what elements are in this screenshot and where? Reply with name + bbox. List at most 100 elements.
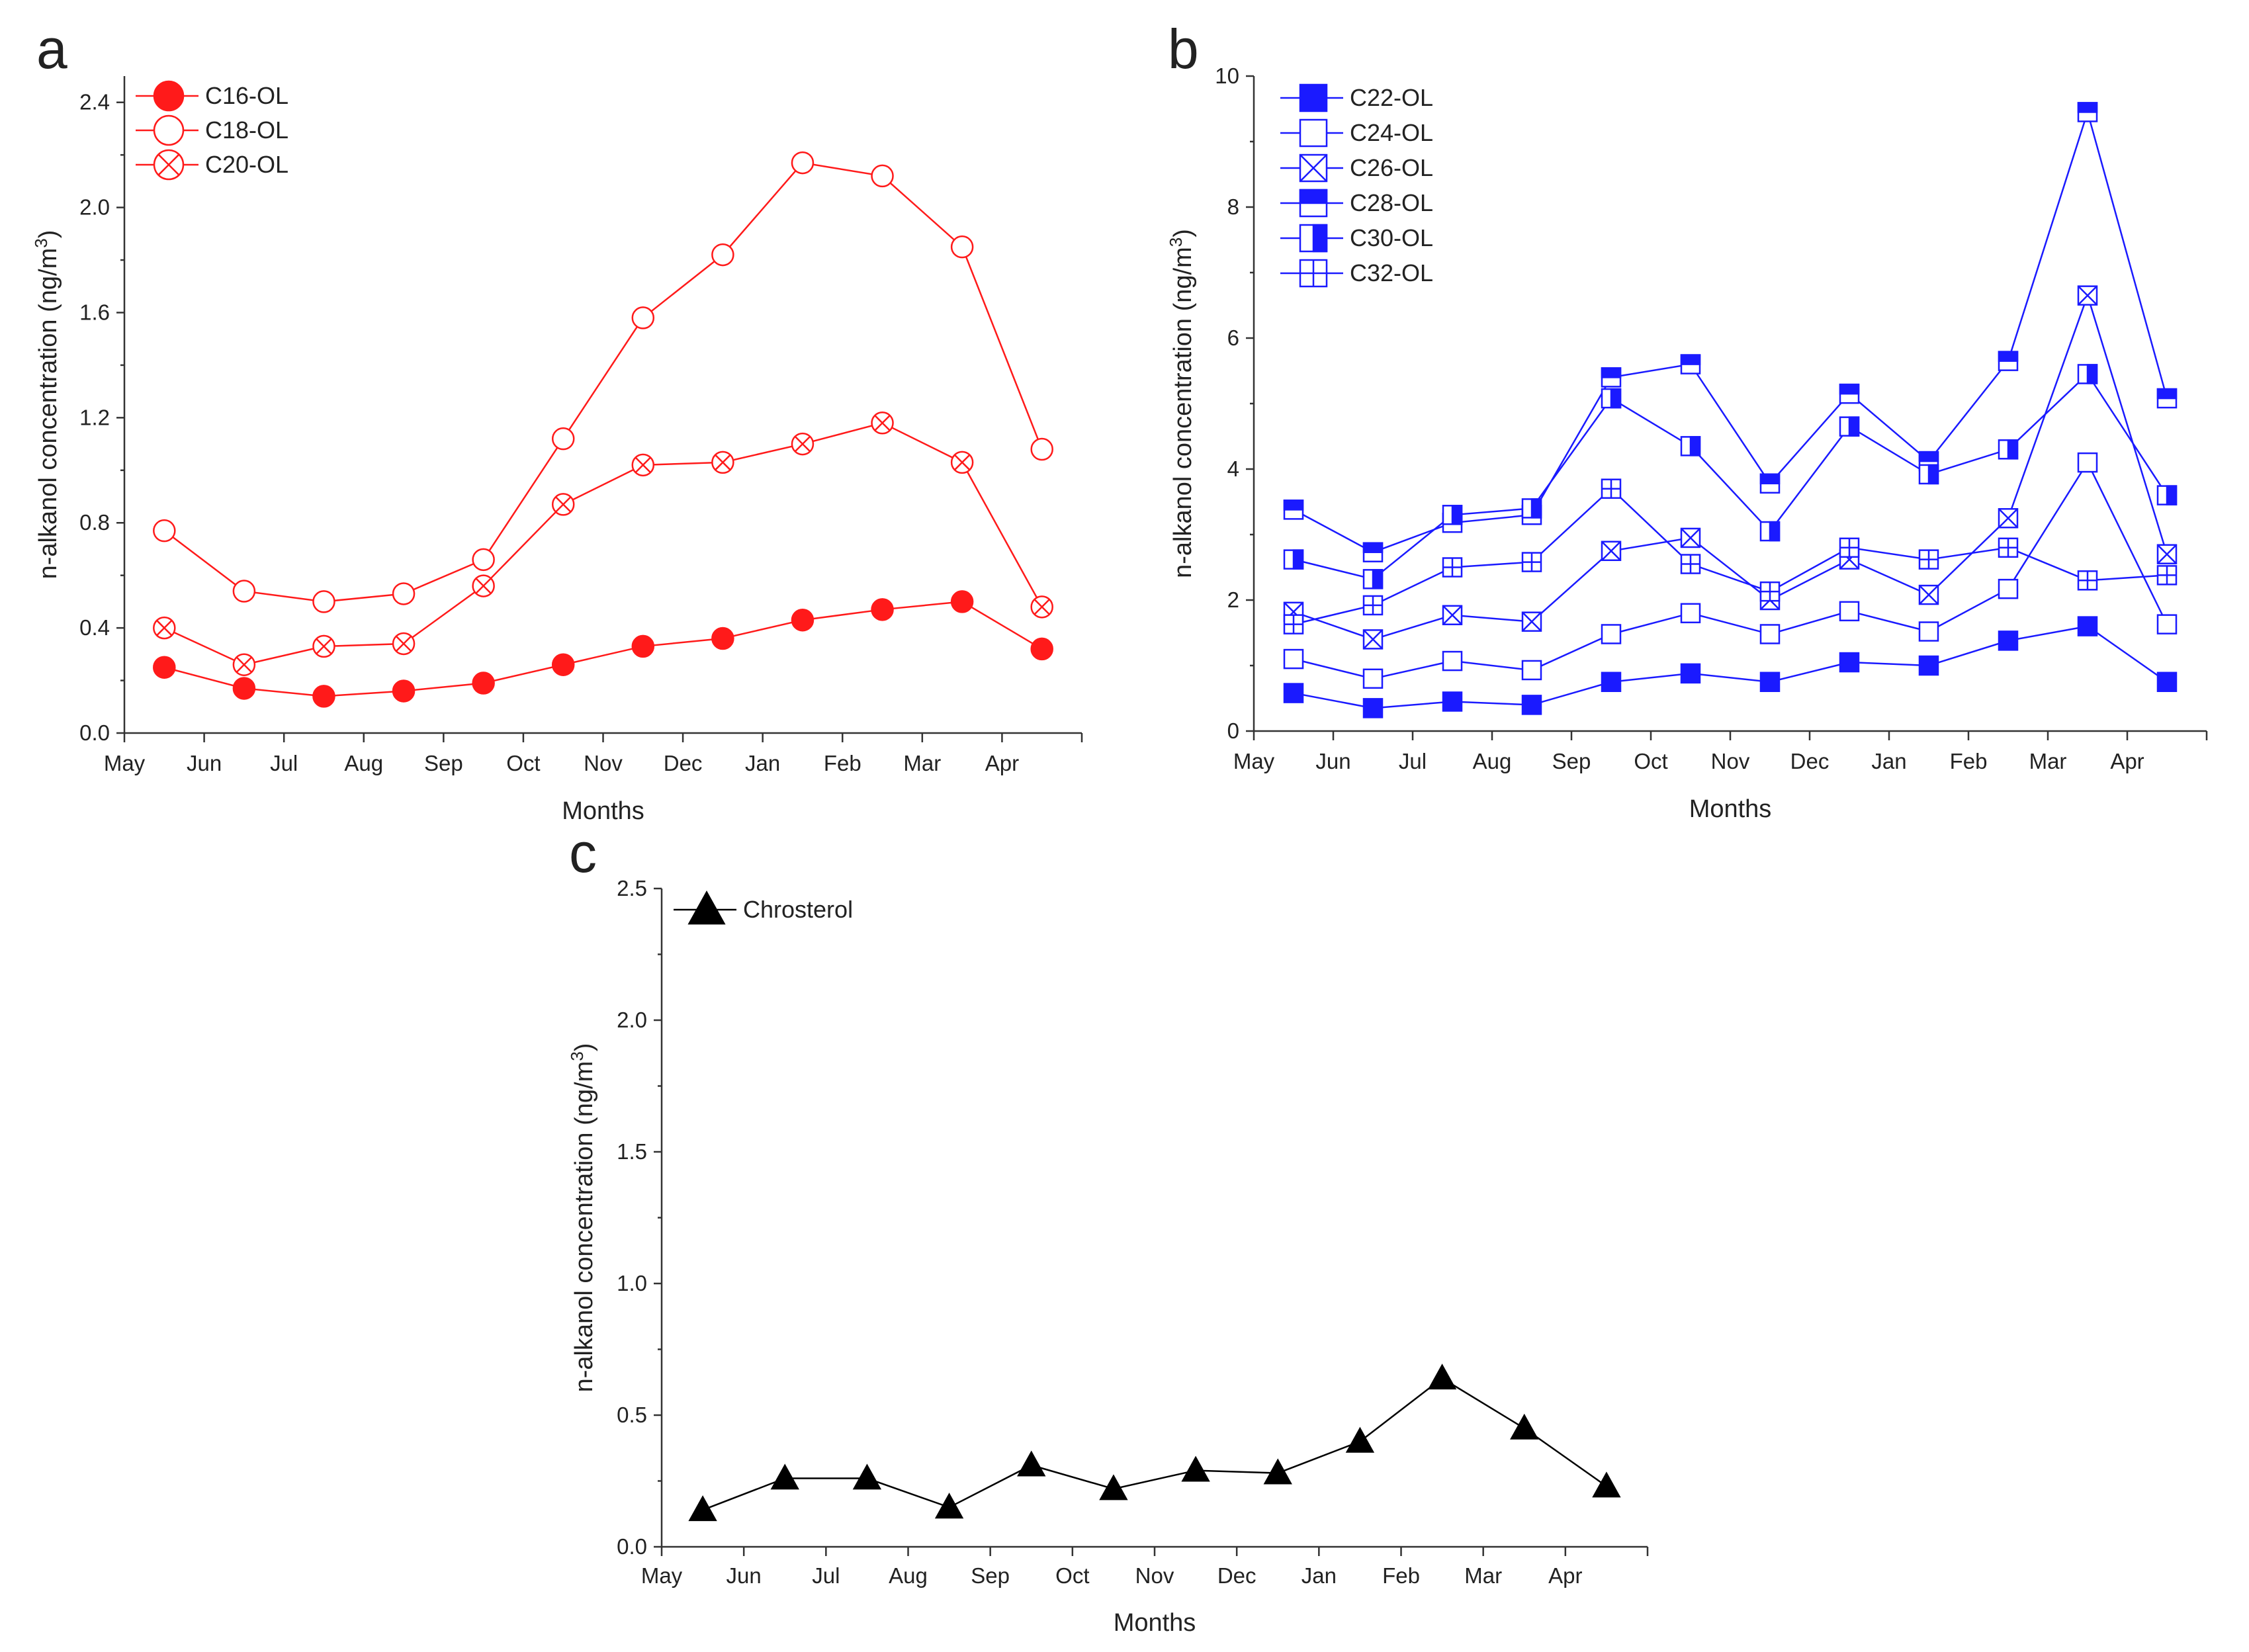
panel-b-x-axis-title: Months — [1689, 795, 1772, 823]
data-point-C32-OL — [1759, 581, 1781, 602]
data-point-C30-OL — [2156, 485, 2178, 505]
data-point-C16-OL — [472, 672, 495, 695]
data-point-C22-OL — [1918, 655, 1939, 676]
panel-a-y-axis-title: n-alkanol concentration (ng/m3) — [31, 230, 62, 580]
data-point-C30-OL — [2077, 364, 2098, 384]
panel-b-x-tick-label: Mar — [2029, 749, 2067, 773]
panel-c-x-tick-label: Sep — [971, 1563, 1010, 1588]
data-point-C24-OL — [1918, 621, 1939, 642]
data-point-C18-OL — [232, 580, 256, 603]
data-point-C22-OL — [1601, 672, 1622, 692]
data-point-C30-OL — [1521, 498, 1542, 519]
legend-marker-C22-OL — [1299, 83, 1328, 112]
panel-a-x-tick-label: Jul — [270, 751, 298, 775]
panel-a-x-tick-label: May — [104, 751, 146, 775]
data-point-C18-OL — [312, 590, 335, 613]
data-point-C30-OL — [1601, 388, 1622, 409]
panel-a-x-tick-label: Sep — [424, 751, 463, 775]
data-point-C32-OL — [2156, 565, 2178, 586]
panel-b-x-tick-label: Nov — [1711, 749, 1750, 773]
data-point-C26-OL — [1362, 629, 1384, 650]
series-line-C28-OL — [1293, 109, 2168, 554]
data-point-C24-OL — [1839, 601, 1860, 622]
data-point-C32-OL — [1601, 478, 1622, 499]
data-point-Chrosterol — [1345, 1426, 1375, 1453]
data-point-C28-OL — [1839, 383, 1860, 404]
panel-c-y-tick-label: 1.5 — [617, 1139, 647, 1164]
panel-a-x-tick-label: Apr — [985, 751, 1019, 775]
data-point-Chrosterol — [1017, 1450, 1046, 1477]
data-point-C30-OL — [1918, 464, 1939, 485]
data-point-C20-OL — [1030, 595, 1053, 619]
panel-b-y-tick-label: 0 — [1227, 718, 1239, 743]
data-point-C32-OL — [1362, 595, 1384, 616]
panel-a-letter: a — [36, 18, 67, 80]
panel-b-letter: b — [1168, 18, 1199, 80]
series-line-C24-OL — [1293, 460, 2168, 680]
data-point-Chrosterol — [852, 1463, 882, 1490]
panel-a-x-axis-title: Months — [562, 797, 644, 825]
data-point-C32-OL — [2077, 570, 2098, 591]
panel-c-x-tick-label: Oct — [1055, 1563, 1089, 1588]
data-point-C26-OL — [1601, 541, 1622, 561]
data-point-C32-OL — [1998, 537, 2019, 558]
data-point-C16-OL — [551, 653, 575, 676]
data-point-C16-OL — [631, 634, 655, 658]
data-point-C22-OL — [2077, 616, 2098, 636]
panel-c-x-tick-label: Dec — [1217, 1563, 1257, 1588]
legend-marker-C32-OL — [1299, 259, 1328, 288]
panel-a-x-tick-label: Aug — [344, 751, 383, 775]
data-point-C26-OL — [1521, 611, 1542, 632]
data-point-C22-OL — [1680, 663, 1701, 684]
panel-c-x-axis-title: Months — [1114, 1609, 1196, 1637]
panel-a-y-tick-label: 0.8 — [79, 510, 110, 535]
data-point-C16-OL — [950, 590, 974, 613]
data-point-C16-OL — [392, 679, 416, 703]
data-point-C28-OL — [1680, 354, 1701, 374]
data-point-C24-OL — [1601, 624, 1622, 644]
panel-b-x-tick-label: Dec — [1790, 749, 1830, 773]
data-point-C20-OL — [312, 634, 335, 658]
data-point-C18-OL — [631, 306, 655, 329]
data-point-C18-OL — [711, 243, 734, 267]
data-point-Chrosterol — [1263, 1458, 1292, 1485]
data-point-C16-OL — [711, 627, 734, 650]
data-point-C20-OL — [950, 451, 974, 474]
data-point-C18-OL — [392, 582, 416, 605]
series-line-C18-OL — [163, 161, 1043, 603]
series-line-C22-OL — [1293, 625, 2168, 709]
legend-marker-C24-OL — [1299, 118, 1328, 148]
data-point-C20-OL — [153, 616, 176, 640]
panel-b-y-tick-label: 4 — [1227, 456, 1239, 481]
data-point-C30-OL — [1759, 521, 1781, 542]
data-point-C20-OL — [871, 412, 894, 435]
data-point-C32-OL — [1680, 554, 1701, 574]
panel-b-x-tick-label: Jun — [1315, 749, 1350, 773]
panel-b-x-tick-label: Sep — [1552, 749, 1591, 773]
data-point-C20-OL — [551, 493, 575, 516]
data-point-C30-OL — [1442, 505, 1463, 525]
data-point-C30-OL — [1839, 416, 1860, 437]
panel-a-x-tick-label: Jan — [745, 751, 780, 775]
legend-marker-C18-OL — [153, 114, 185, 146]
panel-a-y-tick-label: 1.6 — [79, 300, 110, 324]
data-point-C30-OL — [1283, 549, 1304, 570]
data-point-Chrosterol — [934, 1493, 964, 1519]
series-line-C32-OL — [1293, 487, 2168, 625]
data-point-C32-OL — [1442, 557, 1463, 578]
panel-b-y-tick-label: 10 — [1215, 64, 1239, 88]
panel-a-x-tick-label: Jun — [187, 751, 222, 775]
data-point-C28-OL — [1283, 500, 1304, 520]
panel-a-y-tick-label: 0.4 — [79, 615, 110, 640]
panel-c-x-tick-label: Jul — [812, 1563, 840, 1588]
data-point-C28-OL — [2077, 102, 2098, 122]
legend-label-C28-OL: C28-OL — [1350, 189, 1433, 216]
panel-b-y-tick-label: 6 — [1227, 326, 1239, 350]
data-point-C28-OL — [1998, 351, 2019, 371]
data-point-C28-OL — [2156, 388, 2178, 409]
data-point-C24-OL — [1759, 624, 1781, 644]
data-point-C16-OL — [232, 677, 256, 700]
legend-label-Chrosterol: Chrosterol — [743, 896, 853, 923]
panel-a-y-tick-label: 1.2 — [79, 405, 110, 429]
